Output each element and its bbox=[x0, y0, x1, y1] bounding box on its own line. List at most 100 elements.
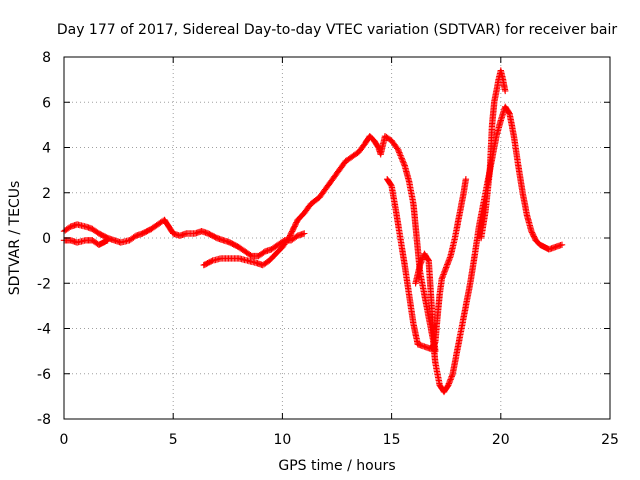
data-point bbox=[331, 178, 334, 180]
data-point bbox=[395, 210, 397, 212]
data-series bbox=[412, 250, 439, 355]
data-point bbox=[427, 316, 430, 318]
axis-ticks: 0 5 10 15 20 25 -8 -6 -4 -2 0 2 4 6 8 bbox=[37, 50, 619, 448]
data-point bbox=[373, 139, 375, 142]
data-point bbox=[168, 225, 170, 228]
data-point bbox=[98, 243, 100, 246]
data-point bbox=[194, 232, 196, 235]
data-point bbox=[458, 214, 461, 217]
data-point bbox=[390, 185, 393, 187]
data-point bbox=[237, 246, 240, 248]
data-point bbox=[244, 250, 247, 253]
data-point bbox=[364, 142, 367, 144]
data-point bbox=[443, 391, 445, 393]
data-point bbox=[344, 160, 347, 162]
data-point bbox=[423, 345, 426, 348]
data-point bbox=[288, 237, 290, 239]
data-point bbox=[386, 178, 389, 180]
x-tick-label: 0 bbox=[60, 432, 69, 448]
data-point bbox=[296, 234, 299, 237]
data-point bbox=[491, 124, 493, 126]
x-tick-label: 5 bbox=[169, 432, 178, 448]
data-point bbox=[178, 234, 181, 237]
data-point bbox=[493, 101, 496, 104]
data-point bbox=[539, 243, 541, 246]
data-point bbox=[414, 282, 417, 285]
data-point bbox=[325, 187, 327, 190]
data-point bbox=[478, 225, 480, 228]
data-point bbox=[270, 248, 273, 251]
data-point bbox=[76, 241, 78, 244]
data-point bbox=[513, 135, 515, 137]
data-point bbox=[211, 259, 214, 262]
series-markers bbox=[200, 103, 566, 396]
data-point bbox=[403, 264, 406, 266]
data-point bbox=[207, 232, 209, 235]
data-point bbox=[277, 243, 279, 246]
data-point bbox=[445, 266, 448, 269]
data-point bbox=[91, 239, 94, 242]
data-point bbox=[292, 228, 295, 230]
data-point bbox=[237, 257, 240, 260]
x-tick-label: 20 bbox=[492, 432, 510, 448]
data-point bbox=[500, 119, 502, 122]
data-point bbox=[281, 246, 284, 248]
data-point bbox=[423, 253, 426, 255]
y-tick-label: -6 bbox=[37, 367, 51, 383]
data-point bbox=[202, 264, 205, 266]
y-tick-label: 0 bbox=[42, 231, 51, 247]
data-point bbox=[379, 153, 382, 156]
data-point bbox=[449, 255, 452, 257]
data-point bbox=[438, 293, 441, 296]
data-point bbox=[454, 237, 456, 239]
grid-lines bbox=[64, 57, 610, 419]
data-point bbox=[412, 203, 415, 205]
data-point bbox=[303, 212, 306, 214]
data-point bbox=[548, 248, 550, 251]
y-tick-label: 6 bbox=[42, 95, 51, 111]
data-point bbox=[296, 219, 299, 221]
data-point bbox=[220, 257, 223, 260]
data-point bbox=[268, 259, 271, 262]
data-point bbox=[434, 361, 437, 364]
data-point bbox=[390, 139, 393, 142]
data-marks bbox=[60, 67, 566, 396]
data-point bbox=[504, 90, 506, 92]
x-axis-label: GPS time / hours bbox=[278, 458, 395, 474]
data-point bbox=[150, 228, 153, 230]
data-point bbox=[69, 225, 72, 228]
x-tick-label: 10 bbox=[273, 432, 291, 448]
data-point bbox=[469, 282, 472, 285]
y-tick-label: -4 bbox=[37, 322, 51, 338]
data-point bbox=[423, 293, 426, 296]
data-point bbox=[460, 327, 463, 330]
data-point bbox=[554, 246, 557, 248]
data-point bbox=[521, 191, 524, 194]
data-point bbox=[318, 196, 321, 199]
data-point bbox=[417, 343, 419, 346]
data-point bbox=[229, 257, 231, 260]
data-point bbox=[255, 262, 257, 264]
data-point bbox=[397, 148, 399, 151]
data-point bbox=[427, 259, 430, 262]
series-markers bbox=[477, 67, 509, 242]
data-point bbox=[85, 225, 87, 228]
data-point bbox=[216, 237, 218, 239]
data-point bbox=[351, 155, 354, 158]
data-point bbox=[76, 223, 78, 226]
data-point bbox=[504, 105, 506, 108]
y-tick-label: -2 bbox=[37, 276, 51, 292]
y-tick-label: 4 bbox=[42, 141, 51, 157]
data-point bbox=[502, 78, 504, 81]
data-point bbox=[497, 78, 500, 81]
y-axis-label: SDTVAR / TECUs bbox=[7, 181, 23, 296]
data-point bbox=[438, 384, 441, 386]
data-point bbox=[113, 239, 116, 242]
data-point bbox=[119, 241, 122, 244]
data-point bbox=[275, 253, 277, 255]
data-point bbox=[508, 112, 511, 115]
data-point bbox=[98, 232, 100, 235]
data-point bbox=[69, 239, 72, 242]
data-point bbox=[257, 255, 260, 257]
